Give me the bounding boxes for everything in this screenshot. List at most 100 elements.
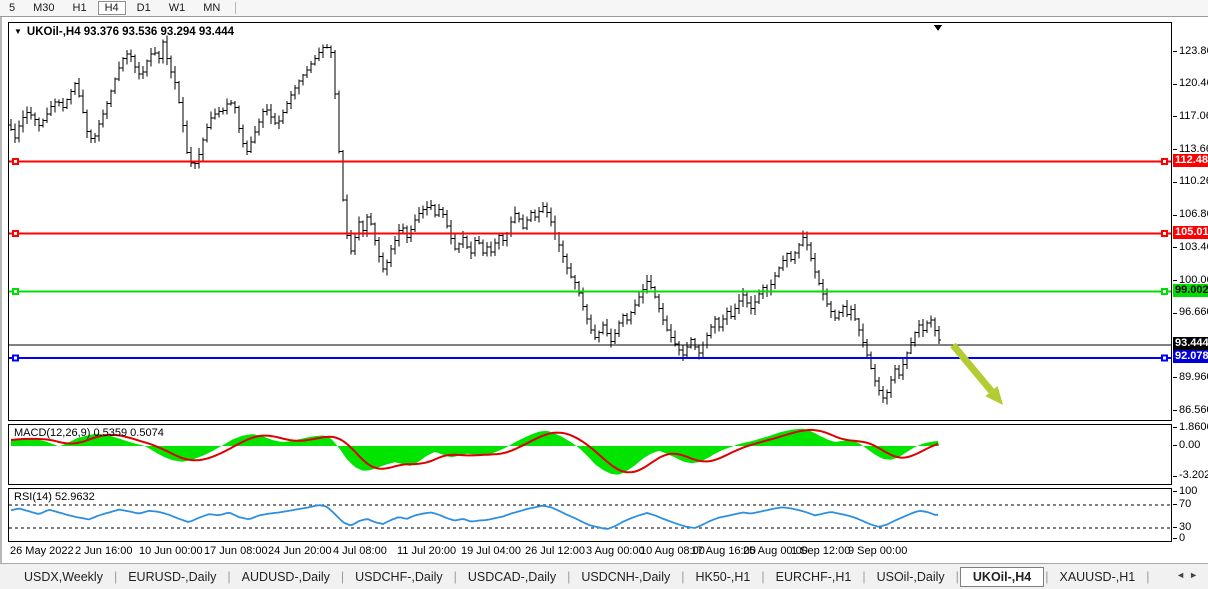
timeframe-button-D1[interactable]: D1 — [136, 2, 151, 14]
chart-tab-eurusd-daily[interactable]: EURUSD-,Daily — [128, 569, 217, 584]
window-left-edge — [0, 17, 2, 563]
hline-105.015[interactable] — [9, 229, 1171, 237]
scale-tick-dash — [1173, 214, 1177, 216]
timeframe-toolbar: 5 M30 H1 H4 D1 W1 MN — [0, 0, 1208, 17]
timeframe-button-M30[interactable]: M30 — [33, 2, 55, 14]
tab-separator: | — [453, 569, 457, 584]
rsi-canvas[interactable] — [9, 489, 1171, 541]
timeframe-button-MN[interactable]: MN — [203, 2, 221, 14]
scale-tick-dash — [1173, 504, 1177, 505]
scale-tick-dash — [1173, 445, 1177, 446]
rsi-scale-label: 70 — [1179, 497, 1192, 510]
macd-scale-label: -3.2023 — [1179, 469, 1208, 482]
time-axis-label: 19 Jul 04:00 — [461, 545, 521, 557]
rsi-pane[interactable]: RSI(14) 52.9632 — [8, 488, 1172, 542]
price-scale-label: 86.560 — [1179, 403, 1208, 416]
timeframe-button-H4[interactable]: H4 — [97, 1, 126, 15]
macd-canvas[interactable] — [9, 425, 1171, 484]
price-bars — [10, 35, 940, 405]
time-axis-label: 11 Jul 20:00 — [397, 545, 457, 557]
timeframe-button-5[interactable]: 5 — [9, 2, 16, 14]
chart-tab-hk50-h1[interactable]: HK50-,H1 — [695, 569, 751, 584]
tab-separator: | — [227, 569, 231, 584]
time-axis-label: 17 Jun 08:00 — [204, 545, 268, 557]
price-scale-label: 117.060 — [1179, 109, 1208, 122]
scale-tick-dash — [1173, 427, 1177, 429]
tab-separator: | — [681, 569, 685, 584]
tab-separator: | — [1045, 569, 1049, 584]
rsi-scale-label: 0 — [1179, 531, 1186, 544]
time-axis-label: 1 Sep 12:00 — [791, 545, 851, 557]
time-axis-label: 10 Jun 00:00 — [139, 545, 203, 557]
time-axis[interactable]: 26 May 2022 2 Jun 16:00 10 Jun 00:00 17 Jun… — [8, 543, 1172, 563]
tab-separator: | — [340, 569, 345, 584]
tab-separator: | — [113, 569, 118, 584]
price-scale-label: 123.860 — [1179, 44, 1208, 57]
price-scale[interactable]: 123.860 120.460 117.060 113.660 110.260 106.8… — [1173, 18, 1208, 563]
price-badge-105.015: 105.015 — [1173, 225, 1208, 239]
price-chart-canvas[interactable] — [9, 23, 1171, 420]
timeframe-button-W1[interactable]: W1 — [168, 2, 186, 14]
time-axis-label: 26 Jul 12:00 — [525, 545, 585, 557]
chart-tab-usoil-daily[interactable]: USOil-,Daily — [876, 569, 945, 584]
chart-tab-ukoil-h4[interactable]: UKOil-,H4 — [959, 566, 1045, 587]
macd-scale-label: 1.8606 — [1179, 420, 1208, 433]
price-bar-ticks — [9, 41, 941, 399]
hline-92.078[interactable] — [9, 354, 1171, 362]
price-scale-label: 113.660 — [1179, 142, 1208, 155]
tab-scroll-arrows: ◄► — [1176, 570, 1202, 580]
sell-arrow[interactable] — [950, 342, 1003, 405]
tab-separator: | — [862, 569, 866, 584]
time-axis-label: 4 Jul 08:00 — [333, 545, 387, 557]
tab-separator: | — [955, 569, 959, 584]
scale-tick-dash — [1173, 377, 1177, 379]
chart-tab-usdcnh-daily[interactable]: USDCNH-,Daily — [581, 569, 671, 584]
rsi-line — [10, 504, 938, 530]
time-axis-label: 2 Jun 16:00 — [75, 545, 133, 557]
tab-scroll-left-icon[interactable]: ◄ — [1176, 570, 1190, 580]
chart-tabs: USDX,Weekly | EURUSD-,Daily | AUDUSD-,Daily |… — [0, 563, 1208, 589]
macd-pane[interactable]: MACD(12,26,9) 0.5359 0.5074 — [8, 424, 1172, 485]
scale-tick-dash — [1173, 491, 1177, 492]
chart-tab-usdchf-daily[interactable]: USDCHF-,Daily — [355, 569, 443, 584]
hline-99.002[interactable] — [9, 287, 1171, 295]
price-badge-99.002: 99.002 — [1173, 283, 1208, 297]
scale-tick-dash — [1173, 247, 1177, 249]
chart-tab-xauusd-h1[interactable]: XAUUSD-,H1 — [1059, 569, 1136, 584]
scale-tick-dash — [1173, 116, 1177, 118]
macd-label: MACD(12,26,9) 0.5359 0.5074 — [14, 427, 164, 439]
price-badge-92.078: 92.078 — [1173, 350, 1208, 364]
scale-tick-dash — [1173, 538, 1177, 539]
price-scale-label: 89.960 — [1179, 370, 1208, 383]
timeframe-button-H1[interactable]: H1 — [72, 2, 87, 14]
toolbar-separator — [235, 2, 237, 14]
scale-tick-dash — [1173, 181, 1177, 183]
time-axis-label: 10 Aug 08:00 — [640, 545, 705, 557]
current-bar-marker — [934, 25, 942, 31]
scale-tick-dash — [1173, 149, 1177, 151]
price-scale-label: 103.460 — [1179, 240, 1208, 253]
scale-tick-dash — [1173, 410, 1177, 411]
symbol-dropdown-icon[interactable]: ▼ — [14, 27, 22, 36]
price-scale-label: 100.060 — [1179, 273, 1208, 286]
time-axis-label: 17 Aug 16:00 — [691, 545, 756, 557]
chart-tab-usdx-weekly[interactable]: USDX,Weekly — [24, 569, 103, 584]
time-axis-label: 9 Sep 00:00 — [848, 545, 908, 557]
price-scale-label: 96.660 — [1179, 306, 1208, 319]
chart-legend: ▼ UKOil-,H4 93.376 93.536 93.294 93.444 — [14, 26, 234, 38]
rsi-scale-label: 30 — [1179, 520, 1192, 533]
hline-112.488[interactable] — [9, 158, 1171, 165]
time-axis-label: 26 May 2022 — [10, 545, 74, 557]
macd-histogram — [11, 428, 939, 475]
macd-scale-label: 0.00 — [1179, 438, 1201, 451]
tab-scroll-right-icon[interactable]: ► — [1189, 570, 1202, 580]
rsi-scale-label: 100 — [1179, 484, 1198, 497]
chart-tab-usdcad-daily[interactable]: USDCAD-,Daily — [467, 569, 557, 584]
chart-title: UKOil-,H4 93.376 93.536 93.294 93.444 — [26, 26, 235, 38]
chart-tab-eurchf-h1[interactable]: EURCHF-,H1 — [775, 569, 852, 584]
price-pane[interactable]: ▼ UKOil-,H4 93.376 93.536 93.294 93.444 — [8, 22, 1172, 421]
tab-separator: | — [1146, 569, 1150, 584]
chart-tab-audusd-daily[interactable]: AUDUSD-,Daily — [241, 569, 330, 584]
price-badge-93.444: 93.444 — [1173, 337, 1208, 351]
time-axis-label: 25 Aug 00:00 — [743, 545, 808, 557]
